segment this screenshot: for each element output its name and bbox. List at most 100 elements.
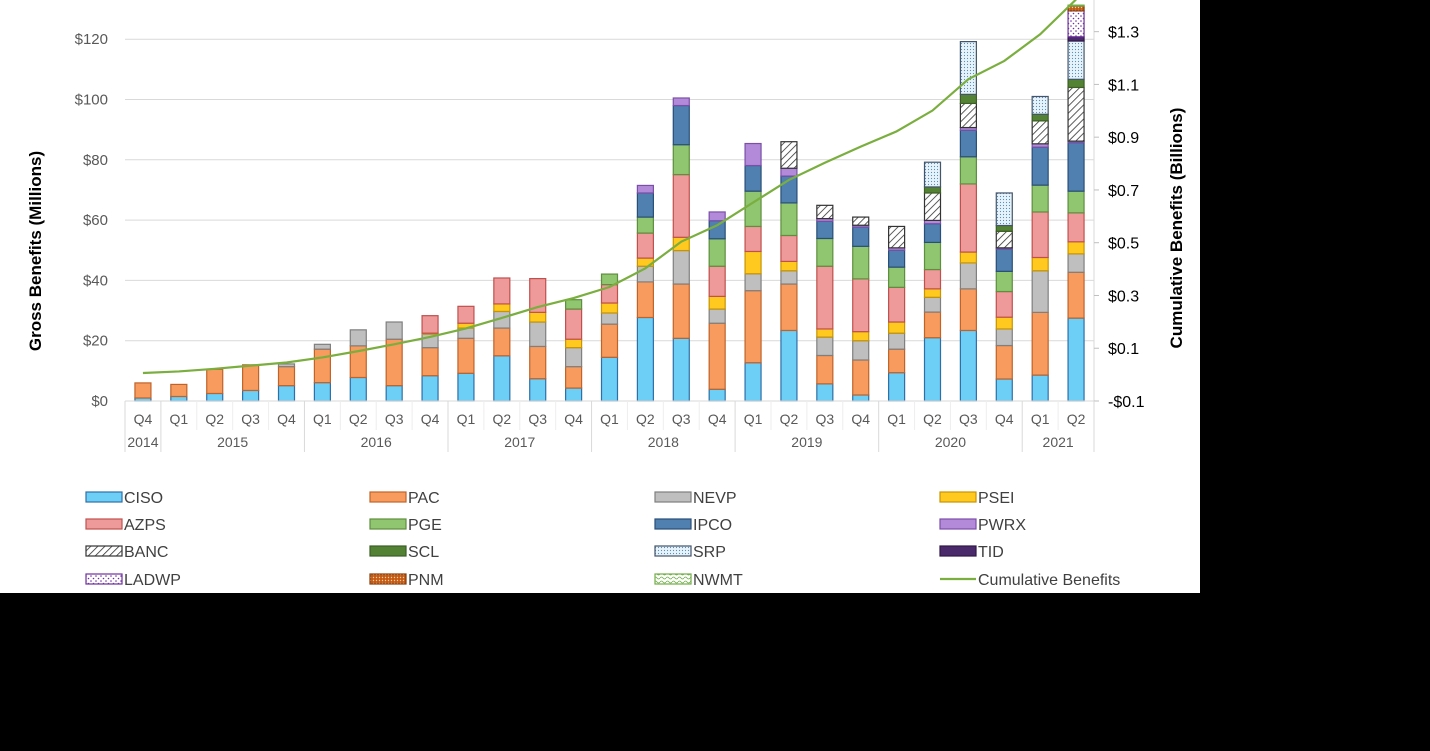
bar-segment-pac [995, 344, 1013, 380]
bar-segment-ciso [888, 372, 906, 402]
bar-segment-nevp [529, 321, 547, 348]
bar-segment-ciso [206, 392, 224, 402]
bar-segment-azps [959, 183, 977, 253]
legend-label: SRP [693, 544, 726, 561]
legend-swatch-pwrx [939, 518, 977, 530]
legend-label: SCL [408, 544, 439, 561]
bar-segment-pac [636, 281, 654, 319]
x-tick-label: Q1 [887, 411, 906, 427]
bar-segment-psei [888, 321, 906, 334]
bar-segment-nevp [313, 343, 331, 350]
bar-segment-ciso [780, 329, 798, 402]
x-tick-label: Q3 [241, 411, 260, 427]
x-tick-label: Q4 [277, 411, 296, 427]
legend-swatch-pac [369, 491, 407, 503]
bar-segment-nevp [1031, 270, 1049, 313]
bar-segment-azps [995, 290, 1013, 318]
bar-segment-pac [600, 323, 619, 358]
bar-segment-pge [1031, 184, 1049, 213]
bar-segment-nevp [349, 329, 367, 347]
bar-segment-ipco [959, 129, 977, 158]
year-label: 2017 [504, 434, 535, 450]
legend-label: BANC [124, 544, 168, 561]
bar-segment-psei [493, 303, 511, 313]
x-tick-label: Q4 [134, 411, 153, 427]
bar-segment-ciso [852, 394, 870, 402]
bar-segment-pac [744, 290, 762, 364]
bar-segment-ciso [995, 378, 1013, 402]
bar-segment-banc [995, 230, 1013, 249]
legend-swatch-psei [939, 491, 977, 503]
bar-segment-scl [1067, 78, 1085, 89]
x-tick-label: Q2 [1067, 411, 1086, 427]
bar-segment-azps [493, 277, 511, 305]
bar-segment-ipco [852, 226, 870, 247]
stacked-bar-chart: $0 $20 $40 $60 $80 $100 $120 -$0.1 $0.1 $0.3 $0.5 $… [26, 0, 1186, 589]
bar-segment-nevp [672, 249, 690, 285]
bar-segment-psei [565, 338, 583, 349]
year-label: 2020 [935, 434, 966, 450]
legend-swatch-banc [85, 545, 123, 557]
legend-swatch-tid [939, 545, 977, 557]
x-tick-label: Q3 [959, 411, 978, 427]
year-label: 2019 [791, 434, 822, 450]
bar-segment-azps [888, 286, 906, 323]
legend-label: LADWP [124, 572, 181, 589]
bar-segment-ciso [529, 378, 547, 402]
y2-tick-label: $0.7 [1108, 183, 1139, 200]
bar-segment-psei [852, 331, 870, 342]
y2-tick-label: $1.3 [1108, 25, 1139, 42]
bar-segment-banc [888, 225, 906, 249]
bar-segment-azps [672, 173, 690, 238]
legend-label: Cumulative Benefits [978, 572, 1120, 589]
bar-segment-psei [780, 260, 798, 272]
y2-tick-label: $0.1 [1108, 341, 1139, 358]
bar-segment-ciso [959, 329, 977, 402]
x-tick-label: Q2 [780, 411, 799, 427]
legend-label: CISO [124, 490, 163, 507]
bar-segment-ciso [421, 375, 439, 402]
legend-swatch-ipco [654, 518, 692, 530]
legend-swatch-azps [85, 518, 123, 530]
bar-segment-pge [744, 190, 762, 228]
bar-segment-ipco [672, 104, 690, 146]
bar-segment-pac [708, 322, 726, 390]
legend-swatch-srp [654, 545, 692, 557]
bar-segment-srp [959, 41, 977, 95]
bar-segment-scl [959, 93, 977, 105]
legend-swatch-ciso [85, 491, 123, 503]
y2-axis-title: Cumulative Benefits (Billions) [1167, 108, 1186, 349]
bar-segment-pac [852, 359, 870, 396]
bar-segment-pnm [1067, 5, 1085, 12]
bar-segment-nwmt [1067, 4, 1085, 7]
bar-segment-nevp [277, 363, 296, 368]
bar-segment-pwrx [636, 184, 654, 194]
year-label: 2021 [1043, 434, 1074, 450]
bar-segment-pac [493, 327, 511, 357]
legend-label: AZPS [124, 517, 166, 534]
x-tick-label: Q2 [923, 411, 942, 427]
bar-segment-ciso [672, 337, 690, 402]
bar-segment-psei [816, 328, 834, 338]
bar-segment-pac [565, 366, 583, 389]
x-tick-label: Q4 [708, 411, 727, 427]
bar-segment-psei [1067, 241, 1085, 255]
legend-swatch-ladwp [85, 573, 123, 585]
y-tick-label: $120 [75, 31, 108, 48]
bar-segment-azps [816, 265, 834, 330]
legend-swatch-nwmt [654, 573, 692, 585]
bars [134, 4, 1085, 402]
y2-tick-label: $0.3 [1108, 288, 1139, 305]
bar-segment-nevp [780, 270, 798, 285]
bar-segment-ciso [385, 385, 403, 402]
bar-segment-nevp [1067, 253, 1085, 273]
bar-segment-pac [1031, 311, 1049, 376]
x-tick-label: Q3 [815, 411, 834, 427]
legend-label: PAC [408, 490, 440, 507]
x-tick-label: Q1 [457, 411, 476, 427]
bar-segment-ipco [816, 220, 834, 240]
bar-segment-psei [959, 251, 977, 264]
bar-segment-ipco [995, 248, 1013, 272]
y-tick-label: $20 [83, 333, 108, 350]
bar-segment-ciso [349, 376, 367, 402]
